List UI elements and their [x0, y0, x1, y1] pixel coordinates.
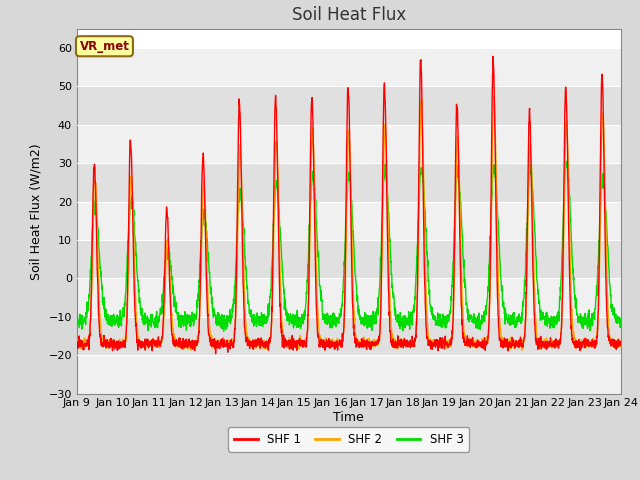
SHF 2 [490, 94, 498, 99]
SHF 3 [584, 318, 592, 324]
Bar [77, 163, 621, 202]
Bar [77, 202, 621, 240]
Bar [77, 125, 621, 163]
SHF 1 [376, 316, 384, 322]
SHF 1 [73, 339, 81, 345]
Legend: SHF 1, SHF 2, SHF 3: SHF 1, SHF 2, SHF 3 [228, 427, 469, 452]
SHF 3 [225, 315, 232, 321]
SHF 2 [570, 331, 577, 336]
SHF 3 [507, 312, 515, 318]
Y-axis label: Soil Heat Flux (W/m2): Soil Heat Flux (W/m2) [30, 143, 43, 279]
SHF 3 [73, 309, 81, 315]
SHF 3 [220, 328, 228, 334]
SHF 1 [570, 340, 577, 346]
SHF 2 [73, 341, 81, 347]
SHF 2 [508, 346, 515, 351]
SHF 3 [564, 158, 572, 164]
SHF 1 [584, 343, 592, 349]
SHF 3 [376, 254, 384, 260]
Bar [77, 86, 621, 125]
SHF 2 [365, 339, 372, 345]
Bar [77, 317, 621, 355]
SHF 2 [584, 339, 592, 345]
SHF 2 [225, 339, 232, 345]
Bar [77, 278, 621, 317]
X-axis label: Time: Time [333, 411, 364, 424]
SHF 3 [617, 322, 625, 328]
SHF 3 [570, 266, 577, 272]
Line: SHF 2: SHF 2 [77, 96, 621, 350]
Bar [77, 48, 621, 86]
SHF 3 [365, 318, 372, 324]
SHF 1 [489, 53, 497, 59]
SHF 1 [508, 343, 515, 349]
Line: SHF 3: SHF 3 [77, 161, 621, 331]
Bar [77, 240, 621, 278]
SHF 1 [212, 351, 220, 357]
SHF 2 [188, 348, 195, 353]
SHF 1 [617, 338, 625, 344]
Bar [77, 355, 621, 394]
SHF 2 [376, 320, 384, 325]
Title: Soil Heat Flux: Soil Heat Flux [292, 6, 406, 24]
Text: VR_met: VR_met [79, 40, 129, 53]
SHF 2 [617, 339, 625, 345]
Line: SHF 1: SHF 1 [77, 56, 621, 354]
SHF 1 [365, 342, 372, 348]
SHF 1 [225, 341, 232, 347]
